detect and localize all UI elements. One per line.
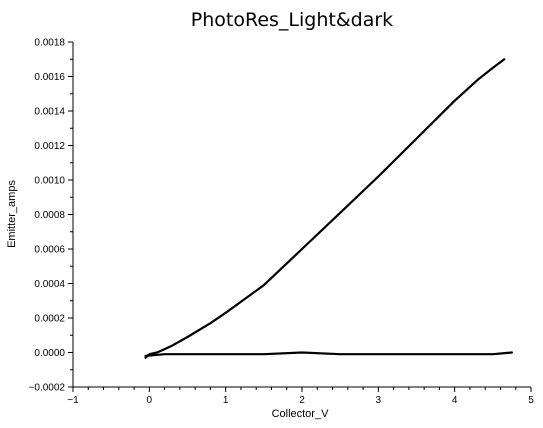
y-tick-label: 0.0000: [34, 348, 65, 359]
x-tick-label: 2: [299, 395, 305, 406]
y-tick-label: 0.0016: [34, 72, 65, 83]
data-series: [144, 58, 513, 359]
y-tick-label: 0.0006: [34, 245, 65, 256]
y-tick-label: 0.0010: [34, 176, 65, 187]
x-tick-label: 0: [147, 395, 153, 406]
y-tick-label: −0.0002: [29, 383, 66, 394]
x-tick-label: 3: [376, 395, 382, 406]
series-line-1: [144, 58, 506, 359]
x-tick-label: 4: [452, 395, 458, 406]
x-tick-label: 1: [223, 395, 229, 406]
x-ticks: −1 0 1 2 3 4 5: [67, 387, 534, 406]
series-line-2: [144, 351, 513, 357]
y-tick-label: 0.0012: [34, 141, 65, 152]
x-axis-label: Collector_V: [272, 408, 330, 420]
y-tick-label: 0.0008: [34, 210, 65, 221]
y-tick-label: 0.0002: [34, 314, 65, 325]
chart-title: PhotoRes_Light&dark: [191, 9, 393, 31]
x-tick-label: −1: [67, 395, 79, 406]
y-ticks: −0.0002 0.0000 0.0002 0.0004 0.0006 0.0008 0.0…: [29, 38, 73, 394]
y-tick-label: 0.0004: [34, 279, 65, 290]
x-tick-label: 5: [528, 395, 534, 406]
y-axis-label: Emitter_amps: [6, 180, 18, 248]
y-tick-label: 0.0018: [34, 38, 65, 49]
y-tick-label: 0.0014: [34, 107, 65, 118]
